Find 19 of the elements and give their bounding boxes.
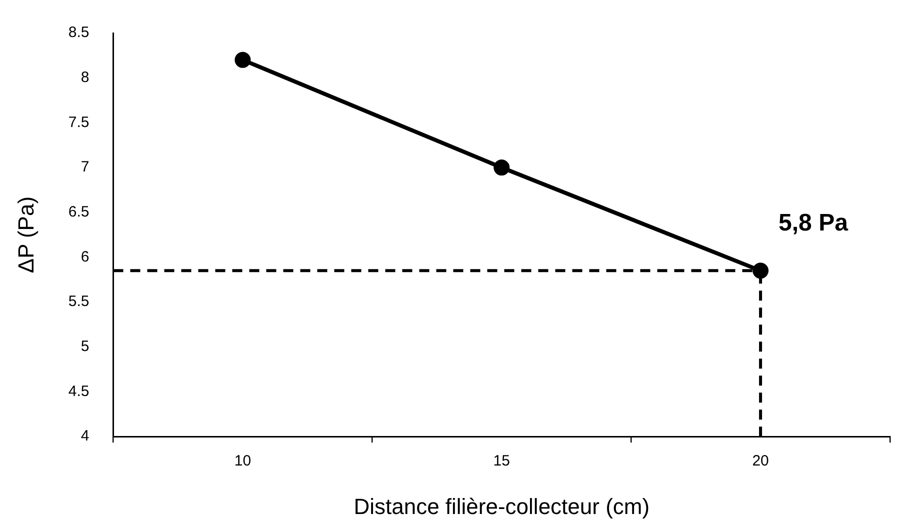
y-tick-label: 7.5 [68,114,90,131]
point [494,160,510,176]
point [234,52,251,68]
y-tick-label: 6 [80,248,90,266]
y-tick-label: 8 [80,68,90,86]
x-tick-label: 15 [493,452,510,470]
y-tick-label: 5 [80,338,90,356]
y-tick-label: 4 [80,428,90,445]
y-tick-label: 8.5 [68,24,90,42]
x-tick-label: 10 [234,452,252,470]
y-tick-label: 7 [80,158,90,176]
y-tick-label: 5.5 [68,293,90,310]
x-tick-label: 20 [752,452,769,470]
y-tick-label: 4.5 [68,382,90,400]
y-tick-label: 6.5 [68,204,90,221]
x-axis-title: Distance filière-collecteur (cm) [354,494,650,519]
point [752,262,769,279]
annotation: 5,8 Pa [778,210,849,237]
y-axis-title: ΔP (Pa) [13,196,38,274]
